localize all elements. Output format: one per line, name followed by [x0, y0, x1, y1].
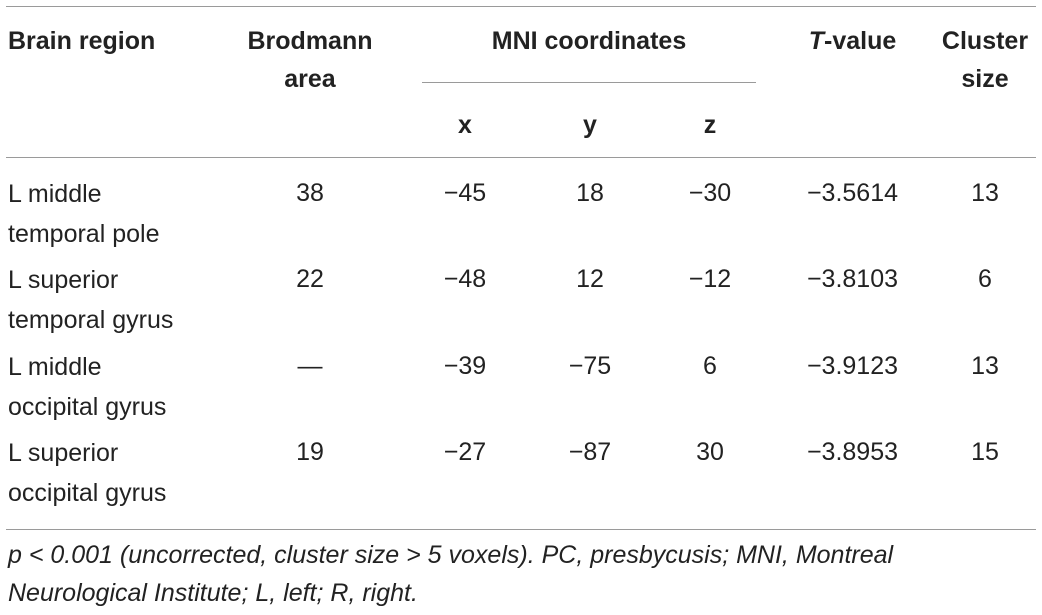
brodmann-cell: —: [297, 352, 323, 380]
region-line2: occipital gyrus: [8, 393, 167, 421]
header-t-value: T-value: [770, 22, 935, 60]
region-line2: occipital gyrus: [8, 479, 167, 507]
table-bottom-rule: [6, 529, 1036, 530]
header-cluster-size: Cluster size: [930, 22, 1040, 98]
cluster-cell: 13: [971, 179, 999, 207]
t-value-cell: −3.8103: [806, 265, 899, 293]
z-cell: −30: [688, 179, 732, 207]
z-cell: −12: [688, 265, 732, 293]
region-line1: L superior: [8, 266, 119, 294]
region-line2: temporal pole: [8, 220, 160, 248]
header-y: y: [583, 111, 597, 139]
brodmann-cell: 22: [296, 265, 324, 293]
header-cluster-line1: Cluster: [941, 27, 1029, 55]
cluster-cell: 15: [971, 438, 999, 466]
mni-subheader-rule: [422, 82, 756, 83]
cluster-cell: 13: [971, 352, 999, 380]
header-x: x: [458, 111, 472, 139]
x-cell: −27: [443, 438, 487, 466]
region-line1: L superior: [8, 439, 119, 467]
z-cell: 30: [696, 438, 724, 466]
footnote-line2: Neurological Institute; L, left; R, righ…: [8, 579, 418, 607]
cluster-cell: 6: [978, 265, 992, 293]
footnote-line1: p < 0.001 (uncorrected, cluster size > 5…: [8, 541, 894, 569]
region-line2: temporal gyrus: [8, 306, 174, 334]
y-cell: −87: [568, 438, 612, 466]
x-cell: −48: [443, 265, 487, 293]
table-top-rule: [6, 6, 1036, 7]
x-cell: −45: [443, 179, 487, 207]
y-cell: −75: [568, 352, 612, 380]
table-footnote: p < 0.001 (uncorrected, cluster size > 5…: [8, 536, 1036, 612]
header-brodmann-line2: area: [284, 65, 336, 93]
header-t-italic: T: [808, 27, 824, 55]
brodmann-cell: 38: [296, 179, 324, 207]
x-cell: −39: [443, 352, 487, 380]
header-t-rest: -value: [824, 27, 897, 55]
region-line1: L middle: [8, 180, 102, 208]
y-cell: 18: [576, 179, 604, 207]
table-header-rule: [6, 157, 1036, 158]
region-cell: L middle temporal pole: [8, 174, 268, 254]
header-brodmann-area: Brodmann area: [220, 22, 400, 98]
t-value-cell: −3.5614: [806, 179, 899, 207]
z-cell: 6: [703, 352, 717, 380]
header-z: z: [703, 111, 717, 139]
brodmann-cell: 19: [296, 438, 324, 466]
region-cell: L superior temporal gyrus: [8, 260, 268, 340]
y-cell: 12: [576, 265, 604, 293]
region-line1: L middle: [8, 353, 102, 381]
header-brodmann-line1: Brodmann: [247, 27, 373, 55]
t-value-cell: −3.9123: [806, 352, 899, 380]
t-value-cell: −3.8953: [806, 438, 899, 466]
region-cell: L middle occipital gyrus: [8, 347, 268, 427]
header-cluster-line2: size: [961, 65, 1009, 93]
header-mni-coordinates: MNI coordinates: [491, 27, 687, 55]
region-cell: L superior occipital gyrus: [8, 433, 268, 513]
header-brain-region: Brain region: [8, 27, 156, 55]
